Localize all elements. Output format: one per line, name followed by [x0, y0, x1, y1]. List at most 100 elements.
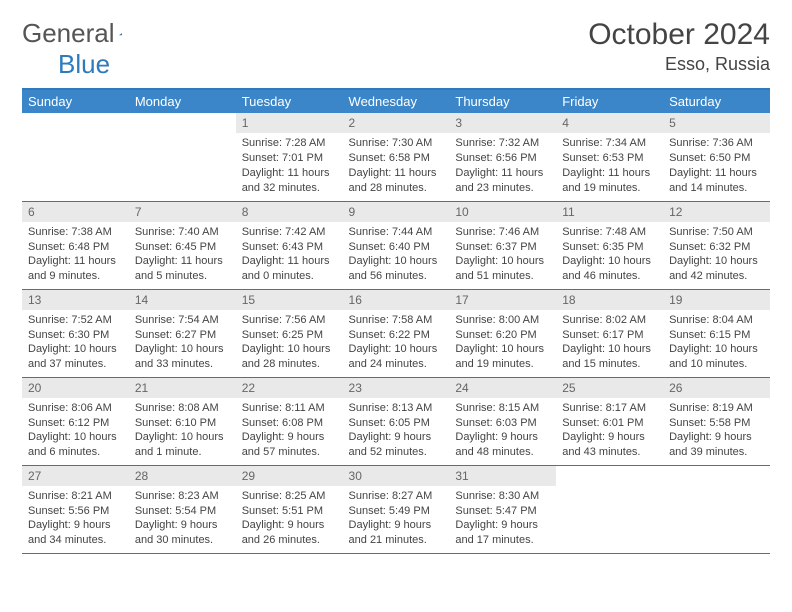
- day-number: 11: [556, 202, 663, 222]
- daylight-text: Daylight: 11 hours and 9 minutes.: [28, 254, 123, 284]
- daylight-text: Daylight: 10 hours and 33 minutes.: [135, 342, 230, 372]
- daylight-text: Daylight: 11 hours and 0 minutes.: [242, 254, 337, 284]
- day-number: 18: [556, 290, 663, 310]
- sunset-text: Sunset: 6:30 PM: [28, 328, 123, 343]
- day-body: Sunrise: 7:32 AMSunset: 6:56 PMDaylight:…: [449, 133, 556, 199]
- sunset-text: Sunset: 6:22 PM: [349, 328, 444, 343]
- day-number: 14: [129, 290, 236, 310]
- calendar-day: 8Sunrise: 7:42 AMSunset: 6:43 PMDaylight…: [236, 201, 343, 289]
- sunrise-text: Sunrise: 8:15 AM: [455, 401, 550, 416]
- day-number: 26: [663, 378, 770, 398]
- calendar-row: 13Sunrise: 7:52 AMSunset: 6:30 PMDayligh…: [22, 289, 770, 377]
- day-body: Sunrise: 7:40 AMSunset: 6:45 PMDaylight:…: [129, 222, 236, 288]
- daylight-text: Daylight: 9 hours and 43 minutes.: [562, 430, 657, 460]
- sunrise-text: Sunrise: 8:04 AM: [669, 313, 764, 328]
- day-number: 3: [449, 113, 556, 133]
- logo-text-b-wrap: Blue: [58, 49, 792, 80]
- logo-triangle-icon: [119, 26, 122, 42]
- day-body: Sunrise: 7:42 AMSunset: 6:43 PMDaylight:…: [236, 222, 343, 288]
- sunset-text: Sunset: 6:20 PM: [455, 328, 550, 343]
- sunset-text: Sunset: 5:56 PM: [28, 504, 123, 519]
- sunrise-text: Sunrise: 7:34 AM: [562, 136, 657, 151]
- sunset-text: Sunset: 6:37 PM: [455, 240, 550, 255]
- sunset-text: Sunset: 6:01 PM: [562, 416, 657, 431]
- day-body: Sunrise: 8:27 AMSunset: 5:49 PMDaylight:…: [343, 486, 450, 552]
- sunset-text: Sunset: 6:53 PM: [562, 151, 657, 166]
- calendar-day: 14Sunrise: 7:54 AMSunset: 6:27 PMDayligh…: [129, 289, 236, 377]
- daylight-text: Daylight: 9 hours and 17 minutes.: [455, 518, 550, 548]
- sunrise-text: Sunrise: 8:21 AM: [28, 489, 123, 504]
- sunset-text: Sunset: 6:10 PM: [135, 416, 230, 431]
- sunrise-text: Sunrise: 7:46 AM: [455, 225, 550, 240]
- daylight-text: Daylight: 11 hours and 32 minutes.: [242, 166, 337, 196]
- day-number: 7: [129, 202, 236, 222]
- day-number: 4: [556, 113, 663, 133]
- daylight-text: Daylight: 10 hours and 24 minutes.: [349, 342, 444, 372]
- calendar-row: 20Sunrise: 8:06 AMSunset: 6:12 PMDayligh…: [22, 377, 770, 465]
- sunset-text: Sunset: 6:50 PM: [669, 151, 764, 166]
- weekday-header: Wednesday: [343, 89, 450, 113]
- sunset-text: Sunset: 5:49 PM: [349, 504, 444, 519]
- day-number: 31: [449, 466, 556, 486]
- sunrise-text: Sunrise: 7:56 AM: [242, 313, 337, 328]
- day-body: Sunrise: 7:34 AMSunset: 6:53 PMDaylight:…: [556, 133, 663, 199]
- daylight-text: Daylight: 10 hours and 19 minutes.: [455, 342, 550, 372]
- calendar-day: 6Sunrise: 7:38 AMSunset: 6:48 PMDaylight…: [22, 201, 129, 289]
- day-number: 20: [22, 378, 129, 398]
- day-number: 30: [343, 466, 450, 486]
- weekday-header: Friday: [556, 89, 663, 113]
- sunrise-text: Sunrise: 8:23 AM: [135, 489, 230, 504]
- day-number: 27: [22, 466, 129, 486]
- sunrise-text: Sunrise: 8:17 AM: [562, 401, 657, 416]
- day-body: Sunrise: 7:36 AMSunset: 6:50 PMDaylight:…: [663, 133, 770, 199]
- day-number: 16: [343, 290, 450, 310]
- sunset-text: Sunset: 6:32 PM: [669, 240, 764, 255]
- calendar-head: SundayMondayTuesdayWednesdayThursdayFrid…: [22, 89, 770, 113]
- calendar-empty: [22, 113, 129, 201]
- day-body: Sunrise: 7:44 AMSunset: 6:40 PMDaylight:…: [343, 222, 450, 288]
- day-number: 24: [449, 378, 556, 398]
- sunrise-text: Sunrise: 7:52 AM: [28, 313, 123, 328]
- calendar-day: 28Sunrise: 8:23 AMSunset: 5:54 PMDayligh…: [129, 465, 236, 553]
- calendar-day: 7Sunrise: 7:40 AMSunset: 6:45 PMDaylight…: [129, 201, 236, 289]
- calendar-day: 4Sunrise: 7:34 AMSunset: 6:53 PMDaylight…: [556, 113, 663, 201]
- day-body: Sunrise: 8:19 AMSunset: 5:58 PMDaylight:…: [663, 398, 770, 464]
- sunset-text: Sunset: 6:48 PM: [28, 240, 123, 255]
- calendar-day: 13Sunrise: 7:52 AMSunset: 6:30 PMDayligh…: [22, 289, 129, 377]
- sunset-text: Sunset: 6:58 PM: [349, 151, 444, 166]
- calendar-row: 6Sunrise: 7:38 AMSunset: 6:48 PMDaylight…: [22, 201, 770, 289]
- day-body: Sunrise: 7:50 AMSunset: 6:32 PMDaylight:…: [663, 222, 770, 288]
- sunrise-text: Sunrise: 8:25 AM: [242, 489, 337, 504]
- calendar-day: 5Sunrise: 7:36 AMSunset: 6:50 PMDaylight…: [663, 113, 770, 201]
- daylight-text: Daylight: 10 hours and 56 minutes.: [349, 254, 444, 284]
- sunrise-text: Sunrise: 7:44 AM: [349, 225, 444, 240]
- sunrise-text: Sunrise: 8:02 AM: [562, 313, 657, 328]
- daylight-text: Daylight: 10 hours and 42 minutes.: [669, 254, 764, 284]
- sunrise-text: Sunrise: 8:08 AM: [135, 401, 230, 416]
- sunset-text: Sunset: 5:54 PM: [135, 504, 230, 519]
- calendar-day: 25Sunrise: 8:17 AMSunset: 6:01 PMDayligh…: [556, 377, 663, 465]
- sunrise-text: Sunrise: 8:00 AM: [455, 313, 550, 328]
- calendar-day: 27Sunrise: 8:21 AMSunset: 5:56 PMDayligh…: [22, 465, 129, 553]
- day-number: 1: [236, 113, 343, 133]
- sunset-text: Sunset: 6:25 PM: [242, 328, 337, 343]
- sunset-text: Sunset: 5:58 PM: [669, 416, 764, 431]
- sunset-text: Sunset: 6:35 PM: [562, 240, 657, 255]
- day-number: 23: [343, 378, 450, 398]
- calendar-day: 22Sunrise: 8:11 AMSunset: 6:08 PMDayligh…: [236, 377, 343, 465]
- sunset-text: Sunset: 7:01 PM: [242, 151, 337, 166]
- day-body: Sunrise: 7:38 AMSunset: 6:48 PMDaylight:…: [22, 222, 129, 288]
- day-body: Sunrise: 8:11 AMSunset: 6:08 PMDaylight:…: [236, 398, 343, 464]
- sunset-text: Sunset: 6:43 PM: [242, 240, 337, 255]
- sunrise-text: Sunrise: 7:42 AM: [242, 225, 337, 240]
- calendar-body: 1Sunrise: 7:28 AMSunset: 7:01 PMDaylight…: [22, 113, 770, 553]
- day-body: Sunrise: 7:56 AMSunset: 6:25 PMDaylight:…: [236, 310, 343, 376]
- day-number: 17: [449, 290, 556, 310]
- sunset-text: Sunset: 6:15 PM: [669, 328, 764, 343]
- day-number: 10: [449, 202, 556, 222]
- daylight-text: Daylight: 10 hours and 46 minutes.: [562, 254, 657, 284]
- daylight-text: Daylight: 9 hours and 34 minutes.: [28, 518, 123, 548]
- day-body: Sunrise: 7:28 AMSunset: 7:01 PMDaylight:…: [236, 133, 343, 199]
- day-body: Sunrise: 8:21 AMSunset: 5:56 PMDaylight:…: [22, 486, 129, 552]
- daylight-text: Daylight: 10 hours and 37 minutes.: [28, 342, 123, 372]
